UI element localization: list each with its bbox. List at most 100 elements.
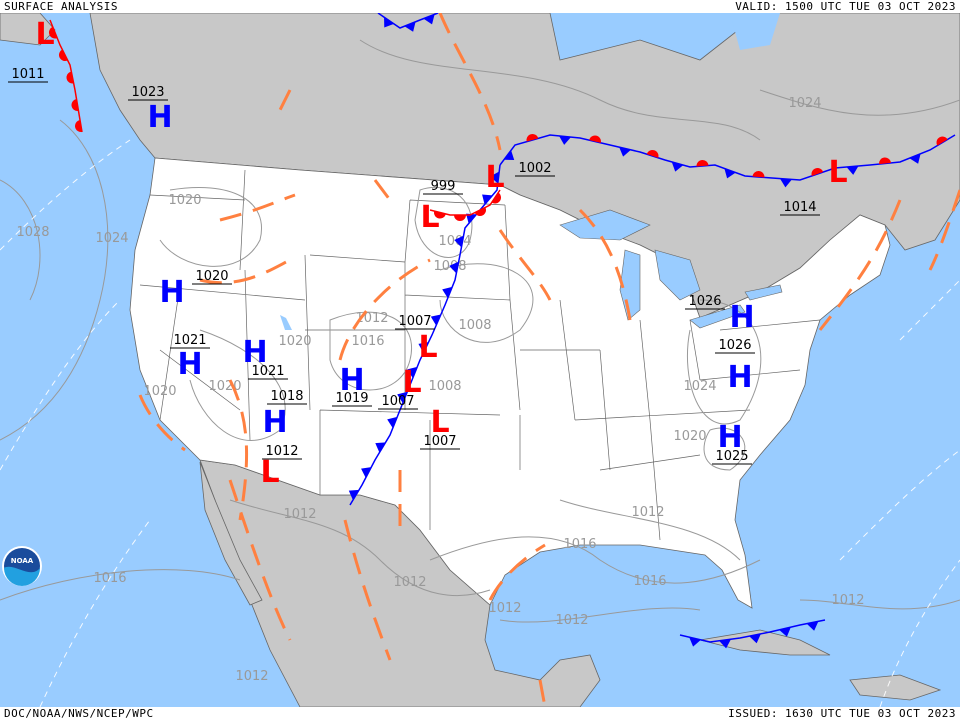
cold-front-triangle: [449, 261, 459, 274]
low-symbol: L: [828, 155, 847, 190]
cold-front-triangle: [724, 168, 736, 179]
central-pressure-label: 1002: [518, 161, 551, 176]
low-pressure-center: L 999: [420, 179, 463, 235]
high-symbol: H: [159, 275, 184, 310]
isobar-label: 1012: [631, 505, 664, 520]
high-symbol: H: [729, 300, 754, 335]
cold-front-triangle: [779, 627, 791, 637]
isobar-label: 1016: [351, 334, 384, 349]
isobar-label: 1012: [283, 507, 316, 522]
warm-front-semicircle: [936, 136, 948, 146]
central-pressure-label: 1021: [173, 333, 206, 348]
low-symbol: L: [485, 160, 504, 195]
warm-front-semicircle: [454, 215, 466, 221]
cold-front-triangle: [559, 135, 571, 145]
cold-front-triangle: [689, 637, 701, 647]
warm-front-semicircle: [752, 171, 765, 178]
hudson-bay: [730, 13, 780, 50]
cold-front-triangle: [407, 366, 418, 379]
cold-front-triangle: [619, 147, 631, 157]
warm-front-semicircle: [879, 157, 891, 165]
cold-front-triangle: [418, 342, 429, 353]
central-pressure-label: 1011: [11, 67, 44, 82]
high-symbol: H: [147, 100, 172, 135]
warm-front-semicircle: [59, 49, 68, 61]
surface-analysis-map: 1020 1020 1028 1024 1020 1020 1012 1016 1008 1008…: [0, 13, 960, 707]
cuba: [699, 629, 831, 656]
cold-front-triangle: [384, 17, 394, 28]
cold-front-triangle: [466, 213, 477, 224]
cold-front-triangle: [909, 153, 921, 164]
isobar-label: 1024: [788, 96, 821, 111]
central-pressure-label: 1026: [688, 294, 721, 309]
high-symbol: H: [242, 335, 267, 370]
warm-front-semicircle: [811, 167, 824, 176]
warm-front-semicircle: [474, 207, 486, 217]
warm-front-semicircle: [526, 133, 539, 142]
warm-front-semicircle: [589, 135, 601, 143]
low-symbol: L: [420, 200, 439, 235]
central-pressure-label: 1019: [335, 391, 368, 406]
cold-front-triangle: [780, 178, 792, 188]
low-pressure-center: L 1014: [780, 155, 848, 216]
isobar-label: 1016: [633, 574, 666, 589]
isobar-label: 1008: [428, 379, 461, 394]
valid-time: VALID: 1500 UTC TUE 03 OCT 2023: [735, 0, 956, 13]
isobar-label: 1020: [673, 429, 706, 444]
central-pressure-label: 1018: [270, 389, 303, 404]
high-symbol: H: [262, 405, 287, 440]
isobar-label: 1012: [488, 601, 521, 616]
fronts: [49, 13, 956, 649]
map-title: SURFACE ANALYSIS: [4, 0, 118, 13]
low-symbol: L: [35, 17, 54, 52]
cold-front-triangle: [749, 633, 761, 644]
cold-front-caribbean: [679, 619, 826, 649]
isobars: [0, 39, 960, 623]
warm-front-pacific: [49, 19, 83, 133]
low-pressure-center: L 1011: [8, 17, 55, 83]
isobar-label: 1004: [438, 234, 471, 249]
footer-bar: DOC/NOAA/NWS/NCEP/WPC ISSUED: 1630 UTC T…: [0, 707, 960, 720]
warm-front-semicircle: [71, 99, 79, 111]
central-pressure-label: 1007: [381, 394, 414, 409]
cold-front-triangle: [671, 161, 684, 172]
warm-front-semicircle: [696, 160, 709, 167]
warm-front-semicircle: [74, 120, 82, 132]
high-pressure-center: H 1026: [685, 294, 755, 335]
cold-front-triangle: [454, 235, 464, 248]
central-pressure-label: 1026: [718, 338, 751, 353]
noaa-logo-text: NOAA: [11, 557, 34, 565]
central-pressure-label: 1014: [783, 200, 816, 215]
cold-front-triangle: [490, 171, 500, 184]
state-borders: [139, 169, 821, 541]
great-salt-lake: [280, 315, 292, 330]
high-symbol: H: [717, 420, 742, 455]
cold-front-triangle: [806, 621, 819, 631]
isobar-label: 1020: [278, 334, 311, 349]
cold-front-triangle: [361, 467, 372, 478]
high-symbol: H: [177, 347, 202, 382]
cold-front-triangle: [503, 150, 515, 161]
isobar-label: 1012: [393, 575, 426, 590]
cold-front-triangle: [719, 639, 731, 649]
isobar-label: 1024: [683, 379, 716, 394]
central-pressure-label: 1020: [195, 269, 228, 284]
central-pressure-label: 1007: [423, 434, 456, 449]
great-lakes: [559, 209, 783, 329]
isobar-label: 1028: [16, 225, 49, 240]
cold-front-triangle: [430, 314, 441, 326]
low-symbol: L: [430, 405, 449, 440]
noaa-logo: NOAA: [2, 546, 42, 586]
cold-front-triangle: [348, 489, 360, 501]
low-symbol: L: [260, 455, 279, 490]
alaska-land: [0, 13, 56, 46]
cold-front-triangle: [442, 286, 453, 299]
cold-front-triangle: [404, 21, 416, 32]
troughs: [138, 13, 960, 707]
central-pressure-label: 1023: [131, 85, 164, 100]
